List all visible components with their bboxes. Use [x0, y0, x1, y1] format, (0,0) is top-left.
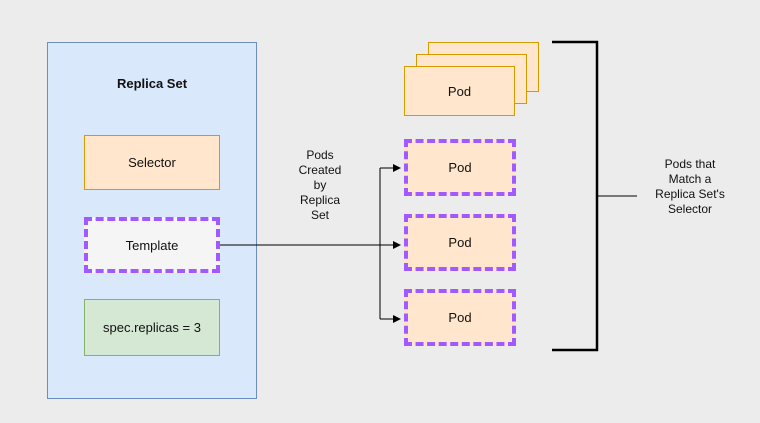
- replica-set-title: Replica Set: [116, 76, 188, 91]
- pods-created-line-5: Set: [310, 208, 329, 222]
- stacked-pod-front: Pod: [404, 66, 515, 116]
- replicas-box: spec.replicas = 3: [84, 299, 220, 356]
- pods-created-label: Pods Created by Replica Set: [282, 148, 358, 223]
- matching-line-3: Replica Set's: [655, 187, 725, 201]
- created-pod-2: Pod: [404, 214, 516, 271]
- matching-pods-label: Pods that Match a Replica Set's Selector: [640, 157, 740, 217]
- pods-created-line-2: Created: [298, 163, 342, 177]
- pods-created-line-1: Pods: [306, 148, 334, 162]
- matching-line-4: Selector: [667, 202, 713, 216]
- matching-line-2: Match a: [668, 172, 712, 186]
- pods-created-line-4: Replica: [299, 193, 341, 207]
- created-pod-1: Pod: [404, 139, 516, 196]
- matching-line-1: Pods that: [664, 157, 716, 171]
- pods-bracket: [552, 40, 599, 352]
- created-pod-3: Pod: [404, 289, 516, 346]
- template-box: Template: [84, 217, 220, 273]
- pods-created-line-3: by: [313, 178, 327, 192]
- selector-box: Selector: [84, 135, 220, 190]
